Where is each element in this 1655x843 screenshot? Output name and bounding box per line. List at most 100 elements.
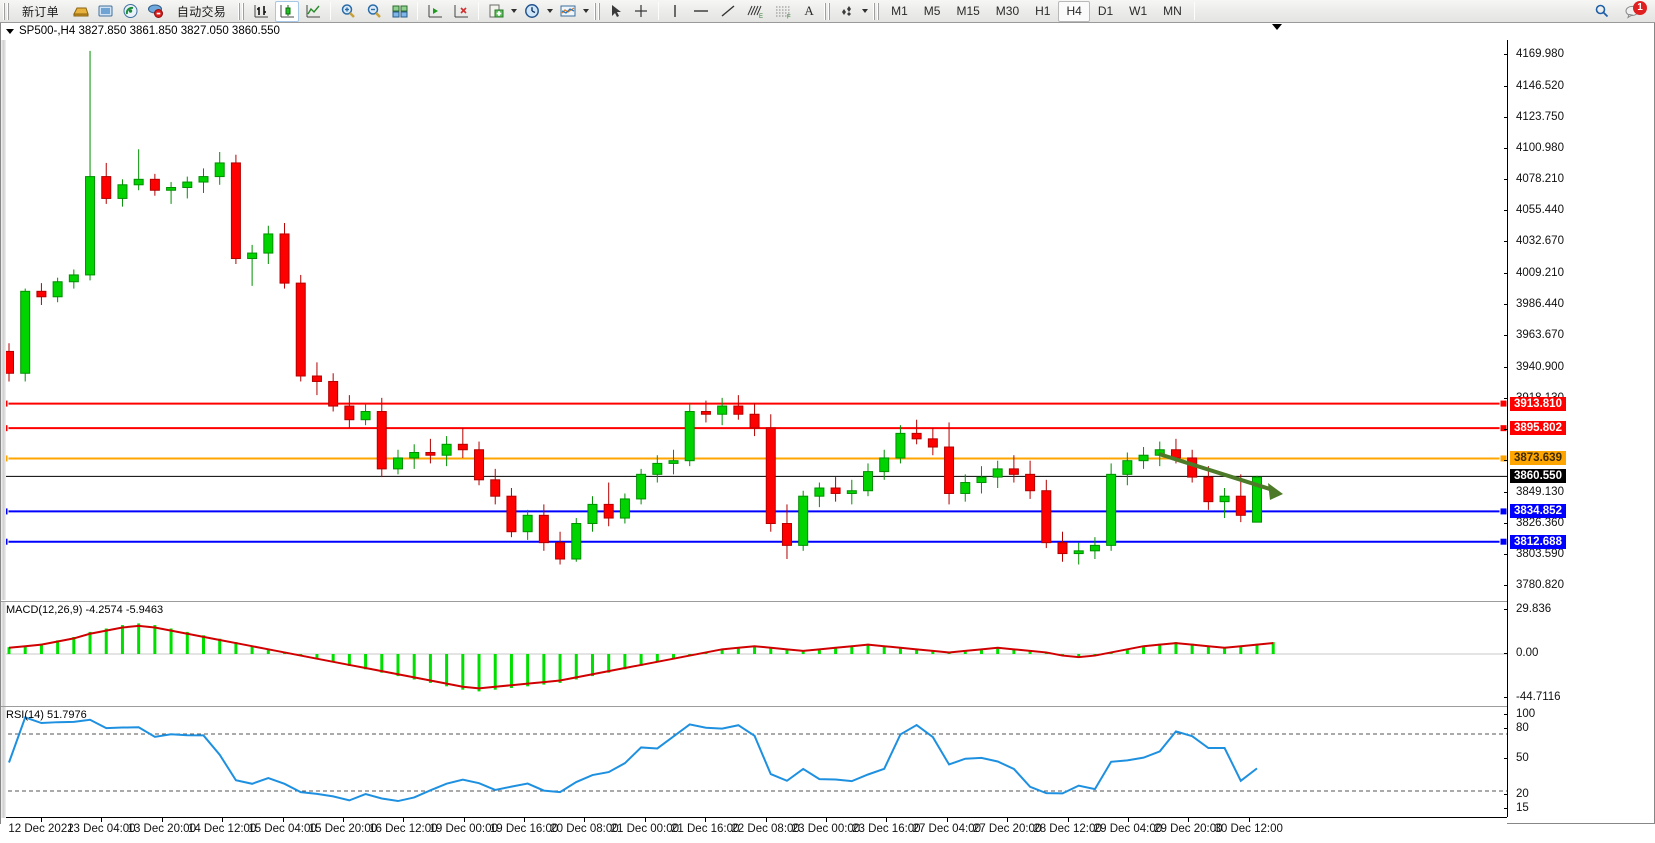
macd-tick-label: 29.836 (1516, 603, 1552, 615)
timeframe-w1[interactable]: W1 (1129, 4, 1148, 18)
chat-icon[interactable]: 1 (1621, 0, 1647, 22)
timeframe-h4[interactable]: H4 (1058, 0, 1090, 22)
chart-menu-caret-icon[interactable] (6, 28, 14, 34)
time-tick (1067, 818, 1069, 822)
trend-line-icon[interactable] (716, 1, 740, 22)
price-tick (1504, 273, 1508, 275)
time-tick-label: 27 Dec 20:00 (972, 823, 1042, 835)
timeframe-m1[interactable]: M1 (891, 4, 908, 18)
macd-tick (1504, 653, 1508, 654)
equidistant-channel-icon[interactable]: E (742, 1, 768, 22)
rsi-tick-label: 100 (1516, 708, 1536, 720)
rsi-tick (1504, 728, 1508, 729)
time-tick (1127, 818, 1129, 822)
auto-trading-button[interactable]: 自动交易 (169, 1, 234, 22)
price-level-chip-support-1[interactable]: 3834.852 (1510, 504, 1566, 519)
toolbar-separator-4 (658, 2, 660, 20)
price-level-chip-last-price[interactable]: 3860.550 (1510, 469, 1566, 484)
timeframe-h1[interactable]: H1 (1035, 4, 1051, 18)
time-tick (101, 818, 103, 822)
timeframe-m30[interactable]: M30 (995, 4, 1020, 18)
vertical-line-icon[interactable] (664, 1, 686, 22)
auto-trading-icon[interactable] (144, 1, 167, 22)
price-tick (1504, 491, 1508, 493)
time-tick-label: 23 Dec 00:00 (791, 823, 861, 835)
toolbar-grip-3[interactable] (594, 2, 602, 20)
timeframe-m5[interactable]: M5 (923, 4, 941, 18)
signals-icon[interactable] (119, 1, 142, 22)
time-tick-label: 16 Dec 12:00 (369, 823, 438, 835)
svg-text:E: E (759, 14, 763, 19)
toolbar-separator-3 (478, 2, 480, 20)
auto-trading-label: 自动交易 (176, 4, 227, 19)
toolbar-grip-5[interactable] (873, 2, 881, 20)
price-tick-label: 3849.130 (1516, 485, 1564, 498)
time-tick-label: 29 Dec 20:00 (1154, 823, 1223, 835)
candlestick-chart-icon[interactable] (275, 0, 300, 22)
cloud-terminal-icon[interactable] (94, 1, 117, 22)
new-chart-icon[interactable] (484, 1, 508, 22)
price-tick-label: 4146.520 (1516, 79, 1564, 92)
macd-tick-label: 0.00 (1516, 647, 1539, 659)
price-tick-label: 4100.980 (1516, 141, 1564, 154)
zoom-in-icon[interactable] (336, 1, 360, 22)
rsi-chart-svg (1, 716, 1507, 803)
cursor-icon[interactable] (605, 1, 627, 22)
new-chart-dropdown-icon[interactable] (511, 9, 518, 13)
price-tick (1504, 523, 1508, 525)
time-tick (342, 818, 344, 822)
main-toolbar: 新订单 自动交易 (0, 0, 1655, 23)
macd-pane[interactable]: MACD(12,26,9) -4.2574 -5.9463 (1, 601, 1507, 706)
rsi-pane[interactable]: RSI(14) 51.7976 (1, 706, 1507, 818)
timeframe-m15[interactable]: M15 (956, 4, 980, 18)
chart-window[interactable]: SP500-,H4 3827.850 3861.850 3827.050 386… (0, 23, 1655, 843)
time-axis[interactable]: 12 Dec 2022 13 Dec 04:00 13 Dec 20:00 14 De… (1, 817, 1507, 843)
fibonacci-icon[interactable]: F (770, 1, 796, 22)
price-pane[interactable] (0, 40, 1508, 600)
macd-tick (1504, 609, 1508, 610)
search-icon[interactable] (1590, 1, 1614, 22)
rsi-indicator-label: RSI(14) 51.7976 (6, 709, 87, 721)
toolbar-grip[interactable] (3, 2, 10, 20)
indicators-dropdown-icon[interactable] (583, 9, 590, 13)
crosshair-icon[interactable] (629, 1, 653, 22)
price-tick (1504, 554, 1508, 556)
price-level-chip-resistance-2[interactable]: 3895.802 (1510, 421, 1566, 436)
price-level-chip-pivot[interactable]: 3873.639 (1510, 451, 1566, 466)
timeframe-mn[interactable]: MN (1163, 4, 1182, 18)
period-icon[interactable] (520, 1, 544, 22)
chart-shift-icon[interactable] (423, 1, 447, 22)
toolbar-grip-4[interactable] (824, 2, 832, 20)
price-tick (1504, 116, 1508, 118)
toolbar-grip-2[interactable] (238, 2, 246, 20)
objects-dropdown-icon[interactable] (862, 9, 869, 13)
price-pane-edge (1, 40, 6, 600)
time-tick-label: 12 Dec 2022 (8, 823, 74, 835)
period-dropdown-icon[interactable] (547, 9, 554, 13)
timeframe-d1[interactable]: D1 (1097, 4, 1114, 18)
tile-windows-icon[interactable] (388, 1, 412, 22)
indicators-icon[interactable] (556, 1, 580, 22)
zoom-out-icon[interactable] (362, 1, 386, 22)
auto-scroll-icon[interactable] (449, 1, 473, 22)
price-level-chip-support-2[interactable]: 3812.688 (1510, 534, 1566, 549)
price-tick (1504, 585, 1508, 587)
price-level-chip-resistance-1[interactable]: 3913.810 (1510, 396, 1566, 411)
price-tick (1504, 428, 1508, 430)
time-tick-label: 27 Dec 04:00 (912, 823, 981, 835)
time-tick (1188, 818, 1190, 822)
new-order-button[interactable]: 新订单 (14, 1, 67, 22)
bar-chart-icon[interactable] (249, 1, 273, 22)
horizontal-line-icon[interactable] (688, 1, 714, 22)
time-tick (282, 818, 284, 822)
time-tick (41, 818, 42, 822)
price-axis[interactable]: 4169.980 4146.520 4123.750 4100.980 4078.210… (1504, 40, 1654, 817)
line-chart-icon[interactable] (301, 1, 325, 22)
toolbar-separator-2 (417, 2, 419, 20)
gold-bar-icon[interactable] (69, 1, 92, 22)
text-icon[interactable]: A (804, 3, 814, 18)
toolbar-separator-1 (330, 2, 332, 20)
price-tick-label: 4032.670 (1516, 235, 1564, 248)
time-tick-label: 15 Dec 20:00 (308, 823, 378, 835)
objects-icon[interactable] (835, 1, 859, 22)
